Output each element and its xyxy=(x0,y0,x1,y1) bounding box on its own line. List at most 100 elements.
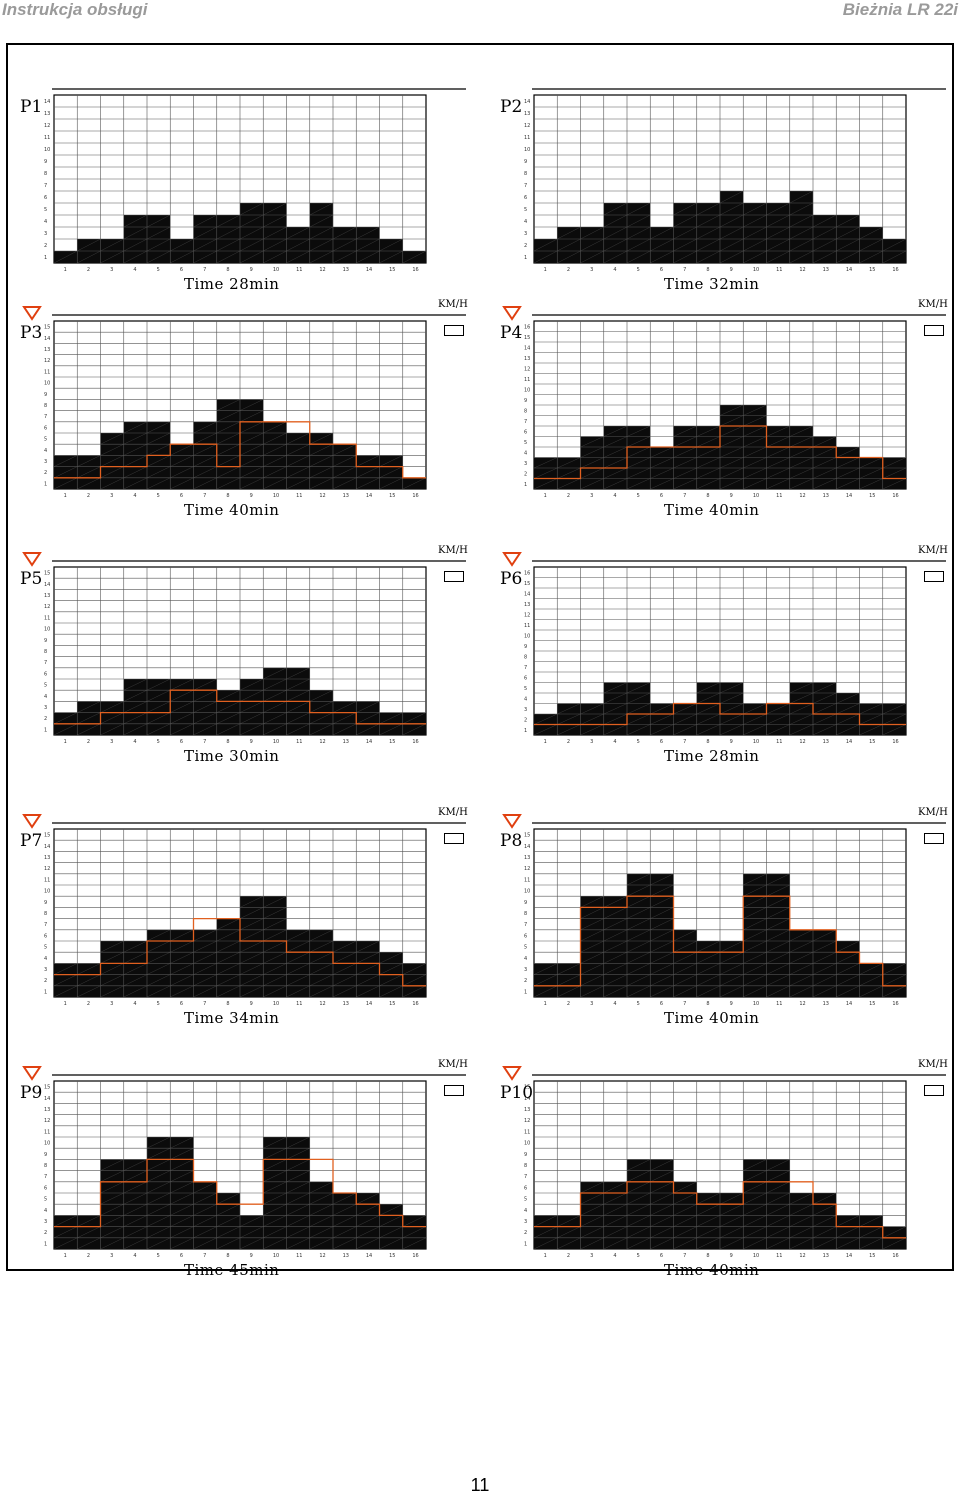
bar-hatch xyxy=(170,929,194,942)
bar-hatch xyxy=(743,1237,767,1250)
bar-hatch xyxy=(836,963,860,975)
bar-hatch xyxy=(696,250,721,264)
bar-hatch xyxy=(766,1159,790,1171)
bar-hatch xyxy=(332,985,357,998)
y-tick-label: 16 xyxy=(524,324,530,330)
bar-hatch xyxy=(626,1226,651,1239)
bar-hatch xyxy=(146,723,171,736)
bar-hatch xyxy=(216,985,241,998)
x-tick-label: 4 xyxy=(613,493,616,499)
x-tick-label: 9 xyxy=(730,1001,733,1007)
bar-hatch xyxy=(146,1192,171,1205)
x-tick-label: 3 xyxy=(590,739,593,745)
bar-hatch xyxy=(557,478,581,490)
x-tick-label: 9 xyxy=(250,1253,253,1259)
x-tick-label: 1 xyxy=(64,1001,67,1007)
y-tick-label: 3 xyxy=(44,1219,47,1225)
bar-hatch xyxy=(239,963,264,975)
bar-hatch xyxy=(263,477,287,490)
bar-hatch xyxy=(170,723,194,736)
bar-hatch xyxy=(216,929,241,942)
bar-hatch xyxy=(743,415,767,427)
program-time-label: Time 40min xyxy=(664,1009,760,1027)
bar-hatch xyxy=(603,446,628,458)
bar-hatch xyxy=(100,455,124,467)
profile-p1: 1 2 3 4 5 6 7 8 9 10 11 12 13 14 1 2 3 4 5 6 7 8 9 10 11 12 13 14 15… xyxy=(18,63,466,293)
bar-hatch xyxy=(332,250,357,264)
x-tick-label: 3 xyxy=(110,1253,113,1259)
y-tick-label: 12 xyxy=(44,866,50,872)
y-tick-label: 3 xyxy=(44,459,47,465)
bar-hatch xyxy=(719,940,744,953)
bar-hatch xyxy=(882,1237,907,1250)
bar-hatch xyxy=(309,951,334,964)
bar-hatch xyxy=(100,238,124,252)
bar-hatch xyxy=(650,974,674,987)
bar-hatch xyxy=(603,226,628,240)
bar-hatch xyxy=(766,1237,790,1250)
x-tick-label: 11 xyxy=(296,267,302,273)
x-tick-label: 14 xyxy=(846,493,852,499)
x-tick-label: 9 xyxy=(730,267,733,273)
y-tick-label: 5 xyxy=(524,440,527,446)
bar-hatch xyxy=(696,238,721,252)
y-tick-label: 9 xyxy=(44,1152,47,1158)
bar-hatch xyxy=(603,214,628,228)
bar-hatch xyxy=(719,1215,744,1227)
bar-hatch xyxy=(766,238,790,252)
bar-hatch xyxy=(743,425,767,437)
x-tick-label: 11 xyxy=(776,739,782,745)
y-tick-label: 14 xyxy=(524,99,530,105)
bar-hatch xyxy=(673,226,697,240)
bar-hatch xyxy=(309,466,334,479)
bar-hatch xyxy=(580,457,604,469)
bar-hatch xyxy=(309,1203,334,1216)
bar-hatch xyxy=(743,226,767,240)
x-tick-label: 11 xyxy=(776,1001,782,1007)
x-tick-label: 1 xyxy=(544,1001,547,1007)
bar-hatch xyxy=(146,1159,171,1171)
y-tick-label: 3 xyxy=(524,231,527,237)
bar-hatch xyxy=(286,689,310,702)
program-time-label: Time 40min xyxy=(184,501,280,519)
bar-hatch xyxy=(580,250,604,264)
x-tick-label: 12 xyxy=(799,1253,805,1259)
bar-hatch xyxy=(239,918,264,931)
bar-hatch xyxy=(557,238,581,252)
bar-hatch xyxy=(673,963,697,975)
bar-hatch xyxy=(719,202,744,216)
bar-hatch xyxy=(766,940,790,953)
x-tick-label: 1 xyxy=(544,267,547,273)
bar-hatch xyxy=(789,692,814,704)
y-tick-label: 10 xyxy=(524,147,530,153)
y-tick-label: 12 xyxy=(524,866,530,872)
bar-hatch xyxy=(263,974,287,987)
x-tick-label: 8 xyxy=(706,493,709,499)
bar-hatch xyxy=(626,951,651,964)
bar-hatch xyxy=(356,974,380,987)
bar-hatch xyxy=(170,712,194,725)
bar-hatch xyxy=(263,250,287,264)
y-tick-label: 4 xyxy=(44,1208,47,1214)
bar-hatch xyxy=(402,1215,427,1227)
bar-hatch xyxy=(309,214,334,228)
bar-hatch xyxy=(309,432,334,445)
bar-hatch xyxy=(836,478,860,490)
bar-hatch xyxy=(239,250,264,264)
bar-hatch xyxy=(123,985,148,998)
bar-hatch xyxy=(673,238,697,252)
y-tick-label: 15 xyxy=(44,1085,50,1091)
speed-display-box xyxy=(924,325,944,336)
y-tick-label: 11 xyxy=(524,135,530,141)
bar-hatch xyxy=(356,951,380,964)
bar-hatch xyxy=(766,974,790,987)
bar-hatch xyxy=(146,1170,171,1183)
bar-hatch xyxy=(789,457,814,469)
bar-hatch xyxy=(146,689,171,702)
y-tick-label: 7 xyxy=(524,922,527,928)
x-tick-label: 5 xyxy=(157,739,160,745)
bar-hatch xyxy=(100,1226,124,1239)
x-tick-label: 10 xyxy=(753,493,759,499)
y-tick-label: 3 xyxy=(44,967,47,973)
bar-hatch xyxy=(626,425,651,437)
